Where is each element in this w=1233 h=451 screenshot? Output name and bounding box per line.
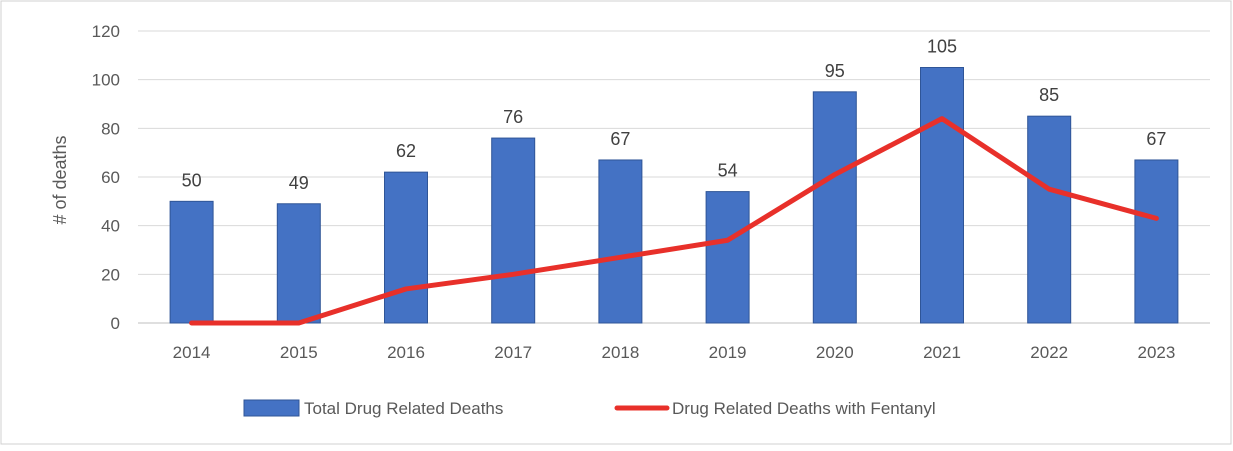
bar [599,160,642,323]
legend-swatch-bars [244,400,299,416]
bar [1028,116,1071,323]
bar [706,192,749,323]
x-tick-label: 2015 [280,343,318,362]
legend-label-line: Drug Related Deaths with Fentanyl [672,399,936,418]
bar [170,201,213,323]
x-tick-label: 2018 [601,343,639,362]
bar-data-label: 76 [503,107,523,127]
x-tick-label: 2023 [1137,343,1175,362]
bar [921,68,964,324]
bar-data-label: 105 [927,37,957,57]
x-tick-label: 2020 [816,343,854,362]
bar [813,92,856,323]
x-tick-label: 2021 [923,343,961,362]
x-tick-label: 2016 [387,343,425,362]
y-tick-label: 80 [101,119,120,138]
y-tick-label: 120 [92,22,120,41]
bar-data-label: 62 [396,141,416,161]
x-tick-label: 2022 [1030,343,1068,362]
y-tick-label: 60 [101,168,120,187]
x-tick-label: 2014 [173,343,211,362]
bar-data-label: 67 [1146,129,1166,149]
bar [492,138,535,323]
y-tick-label: 20 [101,265,120,284]
x-tick-label: 2019 [709,343,747,362]
bar-data-label: 67 [610,129,630,149]
y-tick-label: 0 [111,314,120,333]
bar [1135,160,1178,323]
legend-label-bars: Total Drug Related Deaths [304,399,503,418]
bar-data-label: 95 [825,61,845,81]
y-tick-label: 100 [92,71,120,90]
x-tick-label: 2017 [494,343,532,362]
bar-data-label: 50 [182,170,202,190]
bar [277,204,320,323]
bar-data-label: 54 [718,161,738,181]
y-tick-label: 40 [101,217,120,236]
bar [385,172,428,323]
bar-data-label: 49 [289,173,309,193]
y-axis-label: # of deaths [50,135,70,224]
bar-data-label: 85 [1039,85,1059,105]
